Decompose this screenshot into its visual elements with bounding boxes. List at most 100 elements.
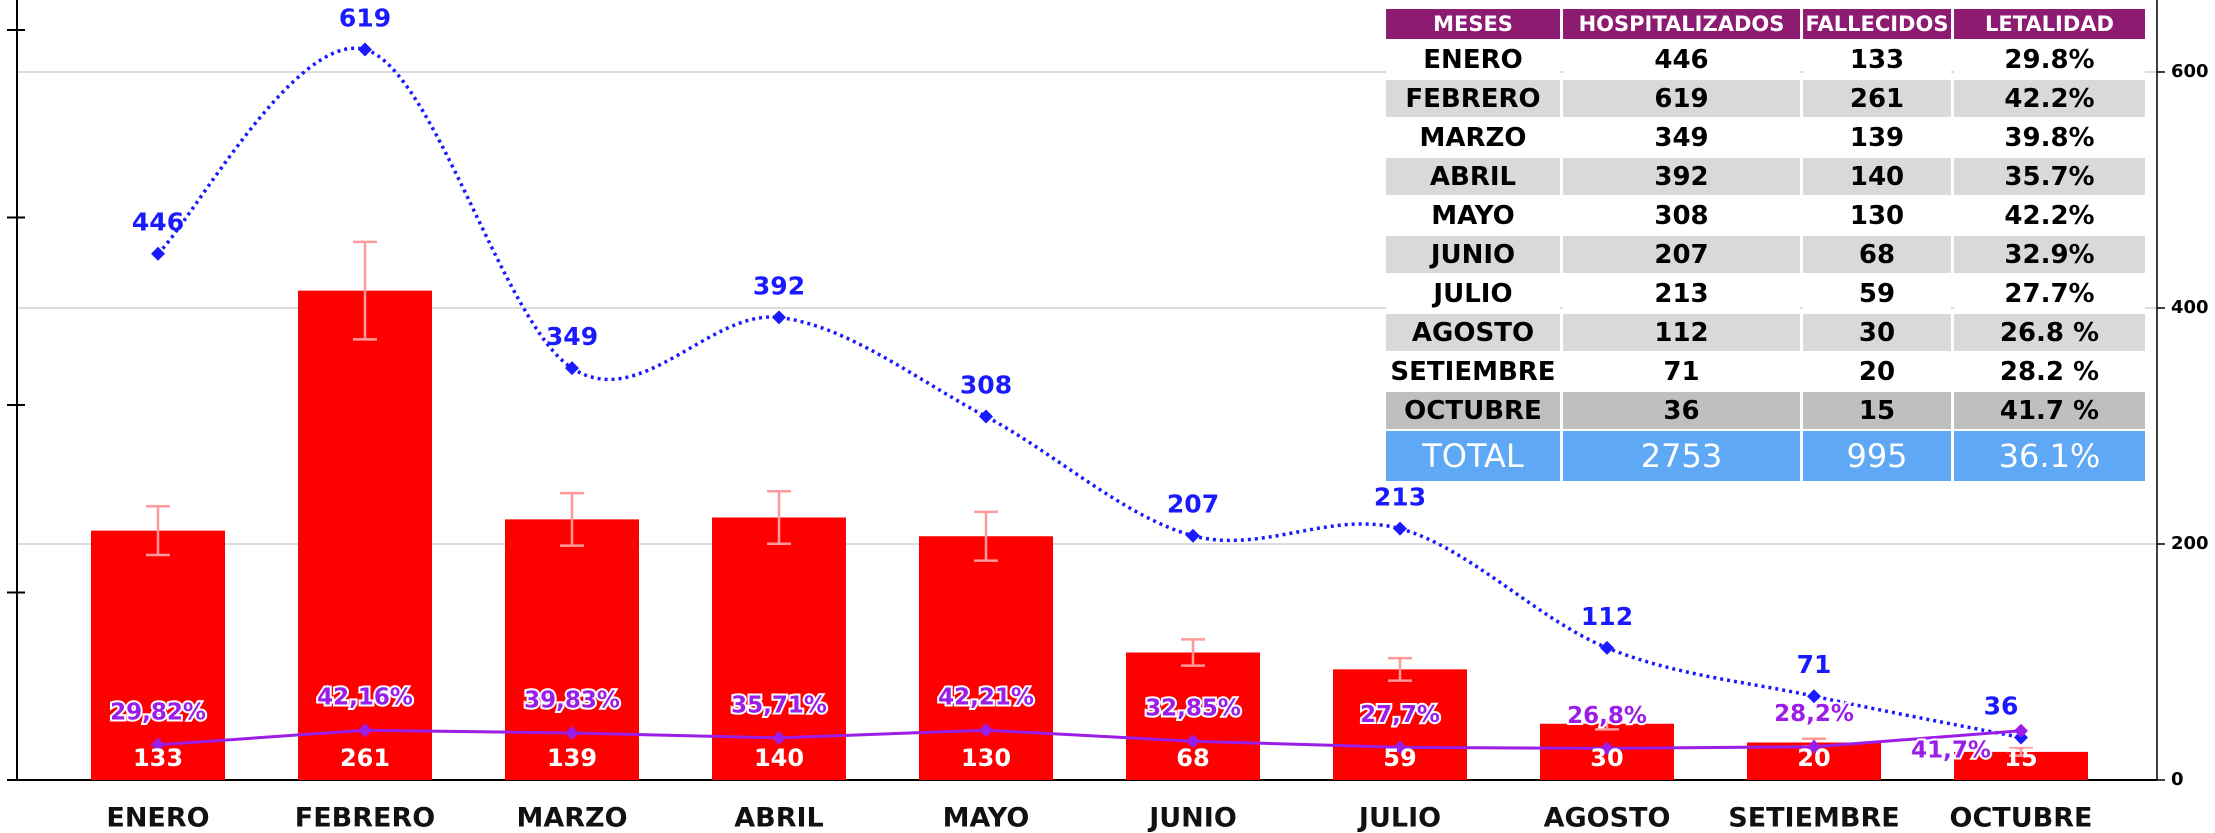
point [1807,689,1821,704]
data-table: MESES HOSPITALIZADOS FALLECIDOS LETALIDAD EN… [1383,7,2148,483]
table-cell: 59 [1803,275,1951,312]
bar-label: 139 [547,744,597,772]
point [1186,528,1200,543]
table-cell: 112 [1563,314,1800,351]
total-row: TOTAL 2753 995 36.1% [1386,431,2145,481]
point-label: 207 [1167,490,1219,519]
line [157,728,2022,750]
x-tick-label: SETIEMBRE [1728,803,1899,833]
bar-label: 133 [133,744,183,772]
point-label: 35,71% [731,692,827,718]
table-cell: 30 [1803,314,1951,351]
table-cell: OCTUBRE [1386,392,1560,429]
table-cell: 213 [1563,275,1800,312]
bar-label: 261 [340,744,390,772]
table-row: ABRIL 392 140 35.7% [1386,158,2145,195]
header-cell: HOSPITALIZADOS [1563,9,1800,39]
table-cell: 68 [1803,236,1951,273]
table-cell: 130 [1803,197,1951,234]
point-label: 71 [1797,650,1832,679]
table-cell: MAYO [1386,197,1560,234]
error-bar [974,510,998,562]
table-row: FEBRERO 619 261 42.2% [1386,80,2145,117]
point [151,737,165,752]
point-label: 39,83% [524,687,620,713]
table-row: OCTUBRE 36 15 41.7 % [1386,392,2145,429]
point-label: 28,2% [1774,701,1854,727]
total-cell: TOTAL [1386,431,1560,481]
table-cell: 308 [1563,197,1800,234]
header-cell: MESES [1386,9,1560,39]
y2-tick-label: 200 [2171,533,2209,554]
table-cell: ABRIL [1386,158,1560,195]
point-label: 41,7% [1911,737,1991,763]
table-cell: AGOSTO [1386,314,1560,351]
table-cell: 133 [1803,41,1951,78]
table-row: JULIO 213 59 27.7% [1386,275,2145,312]
y2-tick-label: 0 [2171,769,2184,790]
table-cell: 139 [1803,119,1951,156]
table-cell: 27.7% [1954,275,2145,312]
total-cell: 36.1% [1954,431,2145,481]
table-cell: 35.7% [1954,158,2145,195]
table-header: MESES HOSPITALIZADOS FALLECIDOS LETALIDAD [1386,9,2145,39]
table-cell: SETIEMBRE [1386,353,1560,390]
bar [298,290,432,780]
table-cell: 26.8 % [1954,314,2145,351]
x-tick-label: FEBRERO [295,803,435,833]
table-cell: 349 [1563,119,1800,156]
x-tick-label: JUNIO [1147,803,1237,833]
point-label: 619 [339,4,391,33]
table-row: MAYO 308 130 42.2% [1386,197,2145,234]
table-cell: 446 [1563,41,1800,78]
bar-label: 15 [2004,744,2037,772]
table-cell: JULIO [1386,275,1560,312]
point-label: 308 [960,371,1012,400]
table-cell: 41.7 % [1954,392,2145,429]
x-tick-label: ENERO [106,803,209,833]
point [565,725,579,740]
point [1393,521,1407,536]
bar-label: 59 [1383,744,1416,772]
x-tick-label: MARZO [516,803,627,833]
point-label: 213 [1374,483,1426,512]
x-tick-label: AGOSTO [1544,803,1671,833]
point [772,730,786,745]
table-cell: 20 [1803,353,1951,390]
point-label: 36 [1984,692,2019,721]
x-tick-label: ABRIL [734,803,824,833]
bar [919,536,1053,780]
point [979,723,993,738]
error-bar [1388,656,1412,682]
table-cell: FEBRERO [1386,80,1560,117]
bar [505,519,639,780]
point [565,361,579,376]
table-cell: 42.2% [1954,197,2145,234]
table-cell: 42.2% [1954,80,2145,117]
point-label: 32,85% [1145,696,1241,722]
table-cell: 207 [1563,236,1800,273]
error-bar [146,505,170,557]
table-cell: 28.2 % [1954,353,2145,390]
point-label: 392 [753,271,805,300]
point-label: 27,7% [1360,702,1440,728]
table-cell: ENERO [1386,41,1560,78]
point [1393,740,1407,755]
point [1600,741,1614,756]
point-label: 42,21% [938,685,1034,711]
bar-label: 30 [1590,744,1623,772]
error-bar [767,490,791,545]
bar-label: 20 [1797,744,1830,772]
x-tick-label: OCTUBRE [1950,803,2093,833]
table-cell: 36 [1563,392,1800,429]
error-bar [353,240,377,341]
point [1600,640,1614,655]
bar-label: 68 [1176,744,1209,772]
line [156,46,2022,740]
table-row: MARZO 349 139 39.8% [1386,119,2145,156]
bar [1126,652,1260,780]
y2-tick-label: 400 [2171,297,2209,318]
table-row: SETIEMBRE 71 20 28.2 % [1386,353,2145,390]
